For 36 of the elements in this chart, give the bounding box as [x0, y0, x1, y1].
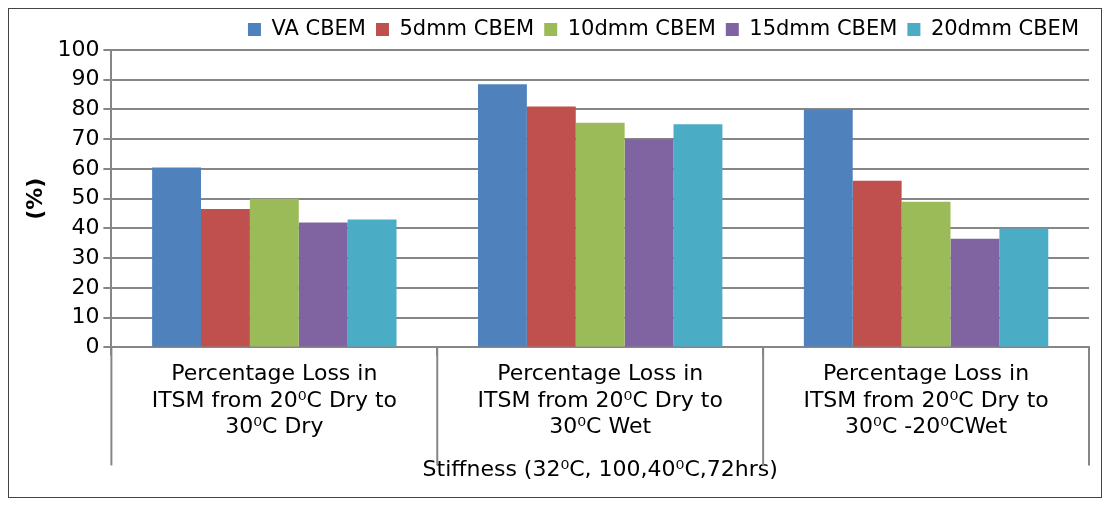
x-tick-label: Percentage Loss in ITSM from 20⁰C Dry to 30⁰C Dry	[151, 360, 397, 439]
y-tick-label: 60	[71, 154, 100, 180]
y-tick-label: 30	[71, 243, 100, 269]
bar	[152, 167, 202, 347]
y-tick-label: 100	[57, 35, 100, 61]
x-tick-label: Percentage Loss in ITSM from 20⁰C Dry to 30⁰C Wet	[477, 360, 723, 439]
bar	[298, 222, 348, 347]
y-tick-label: 20	[71, 273, 100, 299]
bar	[950, 238, 1000, 347]
legend-label: 10dmm CBEM	[567, 15, 716, 40]
bar	[673, 124, 723, 347]
bar	[624, 139, 674, 347]
legend-label: 15dmm CBEM	[749, 15, 898, 40]
y-axis-title: (%)	[21, 177, 47, 220]
bar	[901, 201, 951, 347]
y-tick-label: 10	[71, 303, 100, 329]
y-tick-label: 70	[71, 124, 100, 150]
y-tick-label: 50	[71, 184, 100, 210]
bar	[803, 109, 853, 347]
legend-label: 5dmm CBEM	[399, 15, 535, 40]
bar	[478, 84, 527, 347]
bar	[575, 122, 625, 347]
bar	[526, 106, 576, 347]
bar	[852, 180, 902, 347]
legend-label: 20dmm CBEM	[930, 15, 1080, 40]
legend-label: VA CBEM	[271, 15, 366, 40]
y-tick-label: 40	[71, 214, 100, 240]
bar	[347, 219, 397, 347]
x-axis-title: Stiffness (32⁰C, 100,40⁰C,72hrs)	[422, 455, 778, 481]
x-tick-label: Percentage Loss in ITSM from 20⁰C Dry to 30⁰C -20⁰CWet	[803, 360, 1049, 439]
bar	[999, 228, 1049, 347]
y-tick-label: 0	[85, 333, 100, 359]
bar	[249, 198, 299, 347]
y-tick-label: 80	[71, 95, 100, 121]
bar	[201, 209, 250, 347]
y-tick-label: 90	[71, 65, 100, 91]
